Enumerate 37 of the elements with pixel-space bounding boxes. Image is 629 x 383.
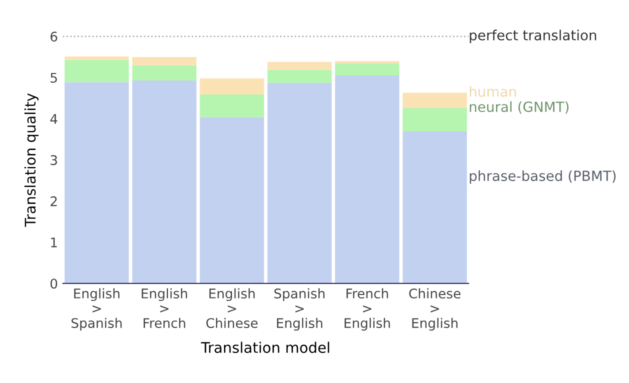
bar: [335, 64, 400, 76]
series-label: human: [470, 86, 516, 97]
x-tick-label: French > English: [344, 288, 390, 331]
bar: [64, 82, 129, 284]
bar: [132, 56, 196, 66]
y-tick-label: 0: [50, 278, 58, 289]
x-tick-label: English > French: [142, 288, 188, 328]
bar: [132, 65, 196, 80]
series-label: phrase-based (PBMT): [470, 170, 616, 184]
x-axis-title: Translation model: [200, 342, 330, 353]
x-tick-label: Chinese > English: [409, 288, 460, 331]
bar: [402, 131, 467, 284]
bar: [402, 108, 467, 132]
x-tick-label: English > Chinese: [206, 288, 258, 328]
y-tick-label: 3: [50, 155, 57, 166]
x-tick-label: Spanish > English: [274, 288, 324, 331]
ref-line-label: perfect translation: [470, 30, 596, 44]
y-tick-label: 6: [50, 32, 58, 42]
bar: [200, 94, 264, 118]
bar: [132, 80, 196, 284]
bar: [64, 60, 129, 82]
x-tick-label: English > Spanish: [72, 288, 122, 331]
y-tick-label: 5: [50, 72, 57, 83]
y-axis-title: Translation quality: [24, 93, 39, 227]
bar: [267, 62, 332, 70]
y-tick-label: 4: [50, 114, 58, 124]
bar: [267, 82, 332, 284]
bar: [64, 56, 129, 60]
bar: [335, 76, 400, 284]
y-tick-label: 1: [51, 238, 57, 248]
bar: [200, 117, 264, 284]
bar: [335, 61, 400, 64]
bar: [267, 70, 332, 83]
bar: [402, 92, 467, 108]
y-tick-label: 2: [50, 196, 57, 206]
bar: [200, 78, 264, 94]
series-label: neural (GNMT): [470, 101, 569, 114]
